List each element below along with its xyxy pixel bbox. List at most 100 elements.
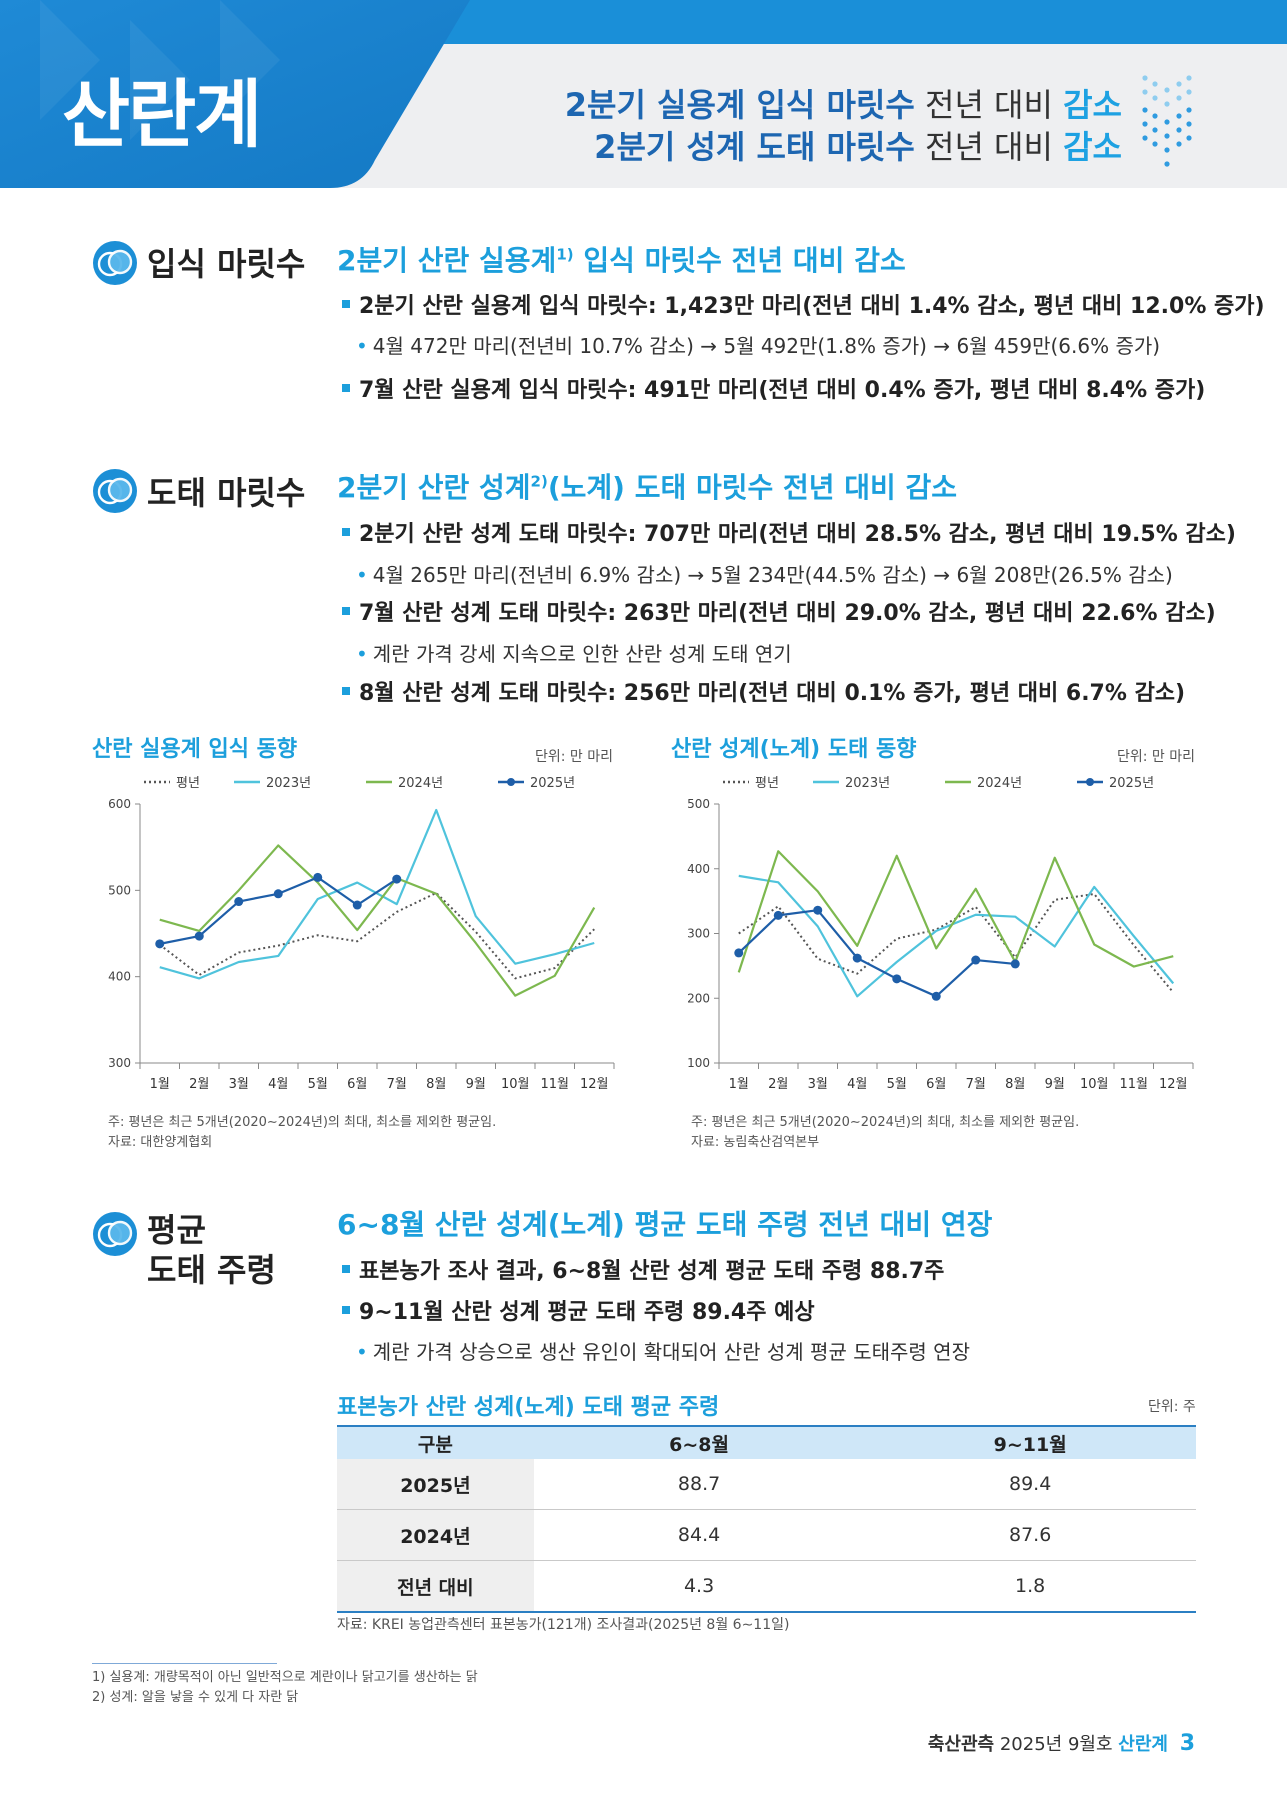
page-title: 산란계	[62, 72, 262, 158]
header-line-1-text: 2분기 실용계 입식 마릿수	[564, 86, 915, 124]
bullet-item: 2분기 산란 성계 도태 마릿수: 707만 마리(전년 대비 28.5% 감소…	[342, 524, 1236, 546]
y-tick-label: 200	[687, 991, 710, 1005]
sub-bullet-text: 4월 472만 마리(전년비 10.7% 감소) → 5월 492만(1.8% …	[372, 334, 1161, 358]
x-tick-label: 6월	[347, 1077, 367, 1092]
series-line-4	[737, 909, 1016, 998]
data-point	[352, 900, 362, 910]
square-bullet-icon	[342, 1306, 350, 1314]
legend-label-4: 2025년	[1109, 776, 1154, 791]
header-line-2-mid: 전년 대비	[914, 128, 1064, 166]
header-title-tab	[0, 0, 470, 188]
bullet-text: 2분기 산란 성계 도태 마릿수: 707만 마리(전년 대비 28.5% 감소…	[359, 522, 1236, 547]
data-point	[155, 939, 165, 949]
bullet-text: 표본농가 조사 결과, 6~8월 산란 성계 평균 도태 주령 88.7주	[359, 1259, 945, 1284]
section-label-culling: 도태 마릿수	[147, 474, 306, 512]
bullet-text: 9~11월 산란 성계 평균 도태 주령 89.4주 예상	[359, 1300, 815, 1325]
x-tick-label: 11월	[1119, 1077, 1148, 1092]
egg-circle-icon	[93, 241, 137, 285]
y-tick-label: 500	[108, 883, 131, 897]
row-header: 2024년	[337, 1509, 534, 1561]
chart-1-plot: 평년 2023년 2024년 2025년 300 400 500 600 1월 2월 3월 4월 5월 6…	[108, 776, 615, 1092]
series-line-3	[159, 844, 596, 997]
egg-circle-icon	[93, 1212, 137, 1256]
section-heading-cull-age: 6~8월 산란 성계(노계) 평균 도태 주령 전년 대비 연장	[337, 1208, 993, 1241]
sub-bullet-item: • 4월 472만 마리(전년비 10.7% 감소) → 5월 492만(1.8%…	[356, 336, 1160, 356]
legend-label-2: 2023년	[845, 776, 890, 791]
heading-text-rest: 입식 마릿수 전년 대비 감소	[573, 244, 906, 277]
table-title: 표본농가 산란 성계(노계) 도태 평균 주령	[337, 1395, 720, 1420]
bullet-text: 2분기 산란 실용계 입식 마릿수: 1,423만 마리(전년 대비 1.4% …	[359, 294, 1265, 319]
square-bullet-icon	[342, 300, 350, 308]
footnote: 2) 성계: 알을 낳을 수 있게 다 자란 닭	[92, 1690, 299, 1706]
row-header: 전년 대비	[337, 1560, 534, 1613]
series-line-2	[159, 808, 595, 980]
dot-bullet-icon: •	[356, 334, 368, 358]
bullet-item: 8월 산란 성계 도태 마릿수: 256만 마리(전년 대비 0.1% 증가, …	[342, 683, 1185, 705]
footer-publication: 축산관측	[927, 1734, 995, 1755]
x-tick-label: 12월	[1159, 1077, 1188, 1092]
sub-bullet-item: • 계란 가격 상승으로 생산 유인이 확대되어 산란 성계 평균 도태주령 연장	[356, 1342, 970, 1362]
series-line-3	[737, 850, 1174, 973]
sub-bullet-item: • 4월 265만 마리(전년비 6.9% 감소) → 5월 234만(44.5%…	[356, 565, 1173, 585]
square-bullet-icon	[342, 607, 350, 615]
table-row: 2024년 84.4 87.6	[337, 1509, 1196, 1561]
footnotes: 1) 실용계: 개량목적이 아닌 일반적으로 계란이나 닭고기를 생산하는 닭 …	[92, 1668, 478, 1708]
y-tick-label: 100	[687, 1056, 710, 1070]
x-tick-label: 1월	[150, 1077, 170, 1092]
dot-bullet-icon: •	[356, 642, 368, 666]
series-line-4	[159, 876, 398, 945]
x-tick-label: 11월	[540, 1077, 569, 1092]
section-label-stocking: 입식 마릿수	[147, 245, 306, 283]
heading-text: 2분기 산란 실용계	[337, 244, 557, 277]
series-line-2	[738, 874, 1175, 998]
dot-arrow-decoration-icon	[1142, 75, 1192, 167]
data-point	[234, 897, 244, 907]
data-point	[392, 874, 402, 884]
footnote-ref-2: 2)	[530, 472, 548, 491]
data-point	[813, 905, 823, 915]
column-header: 6~8월	[533, 1425, 865, 1459]
cull-age-table: 구분 6~8월 9~11월 2025년 88.7 89.4 2024년 84.4…	[337, 1425, 1196, 1613]
section-label-line: 도태 주령	[147, 1251, 276, 1289]
bullet-text: 7월 산란 실용계 입식 마릿수: 491만 마리(전년 대비 0.4% 증가,…	[359, 378, 1206, 403]
table-unit: 단위: 주	[1148, 1399, 1196, 1415]
chart-2-note: 주: 평년은 최근 5개년(2020∼2024년)의 최대, 최소를 제외한 평…	[691, 1115, 1080, 1130]
row-header: 2025년	[337, 1459, 534, 1510]
x-tick-label: 7월	[387, 1077, 407, 1092]
x-tick-label: 12월	[580, 1077, 609, 1092]
column-header: 9~11월	[864, 1425, 1196, 1459]
square-bullet-icon	[342, 687, 350, 695]
bullet-item: 표본농가 조사 결과, 6~8월 산란 성계 평균 도태 주령 88.7주	[342, 1261, 944, 1283]
dot-bullet-icon: •	[356, 563, 368, 587]
y-tick-label: 500	[687, 797, 710, 811]
x-tick-label: 3월	[808, 1077, 828, 1092]
x-tick-label: 4월	[268, 1077, 288, 1092]
table-row: 전년 대비 4.3 1.8	[337, 1560, 1196, 1613]
table-cell: 88.7	[533, 1459, 865, 1510]
data-point	[313, 872, 323, 882]
square-bullet-icon	[342, 1265, 350, 1273]
chart-1-source: 자료: 대한양계협회	[108, 1135, 213, 1151]
page-number: 3	[1179, 1731, 1195, 1756]
x-tick-label: 2월	[768, 1077, 788, 1092]
header-summary-line-1: 2분기 실용계 입식 마릿수 전년 대비 감소	[565, 89, 1122, 121]
x-tick-label: 9월	[466, 1077, 486, 1092]
chart-2-unit: 단위: 만 마리	[1117, 749, 1196, 765]
header-line-2-keyword: 감소	[1063, 128, 1122, 166]
header-line-1-keyword: 감소	[1063, 86, 1122, 124]
square-bullet-icon	[342, 528, 350, 536]
table-cell: 4.3	[533, 1560, 865, 1613]
section-heading-culling: 2분기 산란 성계2)(노계) 도태 마릿수 전년 대비 감소	[337, 474, 957, 502]
sub-bullet-text: 계란 가격 강세 지속으로 인한 산란 성계 도태 연기	[372, 642, 792, 666]
bullet-item: 2분기 산란 실용계 입식 마릿수: 1,423만 마리(전년 대비 1.4% …	[342, 296, 1265, 318]
legend-label-3: 2024년	[977, 776, 1022, 791]
chart-1-title: 산란 실용계 입식 동향	[92, 737, 298, 762]
footer-section: 산란계	[1118, 1734, 1168, 1755]
x-tick-label: 7월	[966, 1077, 986, 1092]
footnote-divider	[92, 1663, 277, 1664]
legend-label-1: 평년	[755, 776, 779, 791]
data-point	[194, 931, 204, 941]
header-line-1-mid: 전년 대비	[914, 86, 1064, 124]
x-tick-label: 8월	[1005, 1077, 1025, 1092]
data-point	[773, 910, 783, 920]
